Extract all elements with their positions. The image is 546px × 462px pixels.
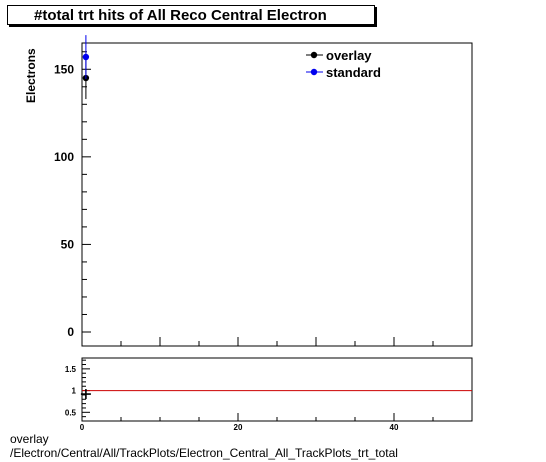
footer: overlay /Electron/Central/All/TrackPlots…	[10, 432, 398, 460]
y-tick-label: 100	[54, 150, 74, 164]
chart-title: #total trt hits of All Reco Central Elec…	[7, 5, 375, 25]
legend-standard-marker	[310, 68, 318, 76]
ratio-plot-frame	[81, 357, 473, 422]
legend-overlay-label: overlay	[326, 48, 372, 63]
ratio-y-tick-label: 1.5	[65, 365, 77, 374]
footer-label: overlay	[10, 432, 49, 446]
y-tick-label: 50	[61, 237, 75, 251]
footer-path: /Electron/Central/All/TrackPlots/Electro…	[10, 446, 398, 460]
ratio-x-tick-label: 20	[234, 423, 243, 432]
y-tick-label: 0	[67, 325, 74, 339]
ratio-y-tick-label: 1	[72, 387, 77, 396]
ratio-data-marks	[80, 389, 472, 400]
main-axis-ticks: 0 50 100 150	[54, 51, 473, 346]
y-tick-label: 150	[54, 62, 74, 76]
ratio-x-tick-label: 0	[80, 423, 85, 432]
ratio-y-tick-label: 0.5	[65, 408, 77, 417]
ratio-x-tick-label: 40	[390, 423, 399, 432]
legend-standard-label: standard	[326, 65, 381, 80]
main-plot-frame	[81, 42, 473, 347]
legend: overlay standard	[306, 48, 381, 80]
legend-overlay-marker	[310, 51, 318, 59]
main-data-marks	[82, 35, 90, 100]
standard-point	[82, 53, 90, 61]
